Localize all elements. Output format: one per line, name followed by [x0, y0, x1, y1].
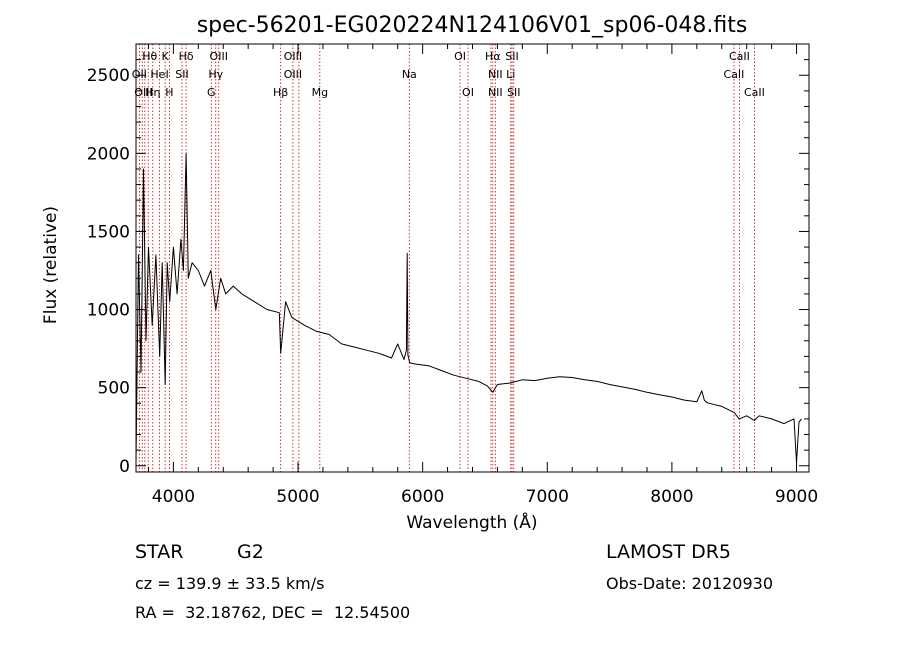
- line-label: OI: [462, 86, 474, 99]
- line-label: Hδ: [179, 50, 194, 63]
- y-tick-label: 2000: [87, 144, 130, 164]
- x-tick-label: 5000: [276, 487, 319, 507]
- spectral-line-labels: Hθ K Hδ OIII OIII OI Hα SII CaII OII HeI SII Hγ OIII N…: [132, 50, 765, 99]
- x-tick-label: 8000: [650, 487, 693, 507]
- y-tick-label: 1500: [87, 222, 130, 242]
- y-axis-label: Flux (relative): [41, 206, 61, 324]
- line-label: Hγ: [208, 68, 223, 81]
- line-label: G: [207, 86, 216, 99]
- line-label: OI: [454, 50, 466, 63]
- coordinates: RA = 32.18762, DEC = 12.54500: [135, 603, 411, 622]
- line-label: Mg: [312, 86, 328, 99]
- x-tick-label: 6000: [401, 487, 444, 507]
- spectrum-series: [135, 152, 802, 464]
- line-label: SII: [507, 86, 520, 99]
- line-label: Na: [402, 68, 417, 81]
- line-label: NII: [488, 86, 503, 99]
- line-label: H: [165, 86, 173, 99]
- y-tick-label: 2500: [87, 66, 130, 86]
- line-label: Hβ: [273, 86, 288, 99]
- plot-frame: [135, 43, 810, 473]
- redshift-cz: cz = 139.9 ± 33.5 km/s: [135, 574, 325, 593]
- x-axis-label: Wavelength (Å): [406, 511, 537, 533]
- x-tick-label: 4000: [152, 487, 195, 507]
- line-label: OIII: [134, 86, 152, 99]
- spectrum-chart: spec-56201-EG020224N124106V01_sp06-048.f…: [41, 13, 818, 533]
- x-tick-label: 7000: [526, 487, 569, 507]
- line-label: CaII: [724, 68, 745, 81]
- x-tick-label: 9000: [775, 487, 818, 507]
- line-label: OIII: [284, 68, 302, 81]
- line-label: Hη: [145, 86, 160, 99]
- line-label: K: [162, 50, 170, 63]
- chart-title: spec-56201-EG020224N124106V01_sp06-048.f…: [197, 13, 748, 38]
- line-label: OII: [132, 68, 147, 81]
- spectrum-line: [135, 152, 802, 464]
- line-label: SII: [505, 50, 518, 63]
- line-label: HeI: [150, 68, 168, 81]
- y-tick-label: 500: [98, 379, 130, 399]
- x-axis: 4000 5000 6000 7000 8000 9000: [147, 44, 818, 507]
- y-tick-label: 1000: [87, 301, 130, 321]
- line-label: CaII: [729, 50, 750, 63]
- object-subclass: G2: [237, 541, 264, 563]
- survey-name: LAMOST DR5: [606, 541, 731, 563]
- line-label: SII: [175, 68, 188, 81]
- object-class: STAR: [135, 541, 184, 563]
- line-label: Hθ: [142, 50, 157, 63]
- observation-date: Obs-Date: 20120930: [606, 574, 774, 593]
- line-label: Hα: [485, 50, 501, 63]
- line-label: OIII: [210, 50, 228, 63]
- spectral-line-markers: [138, 44, 755, 472]
- y-axis: 0 500 1000 1500 2000 2500: [87, 59, 809, 477]
- line-label: CaII: [744, 86, 765, 99]
- line-label: Li: [506, 68, 515, 81]
- y-tick-label: 0: [119, 457, 130, 477]
- line-label: NII: [488, 68, 503, 81]
- line-label: OIII: [284, 50, 302, 63]
